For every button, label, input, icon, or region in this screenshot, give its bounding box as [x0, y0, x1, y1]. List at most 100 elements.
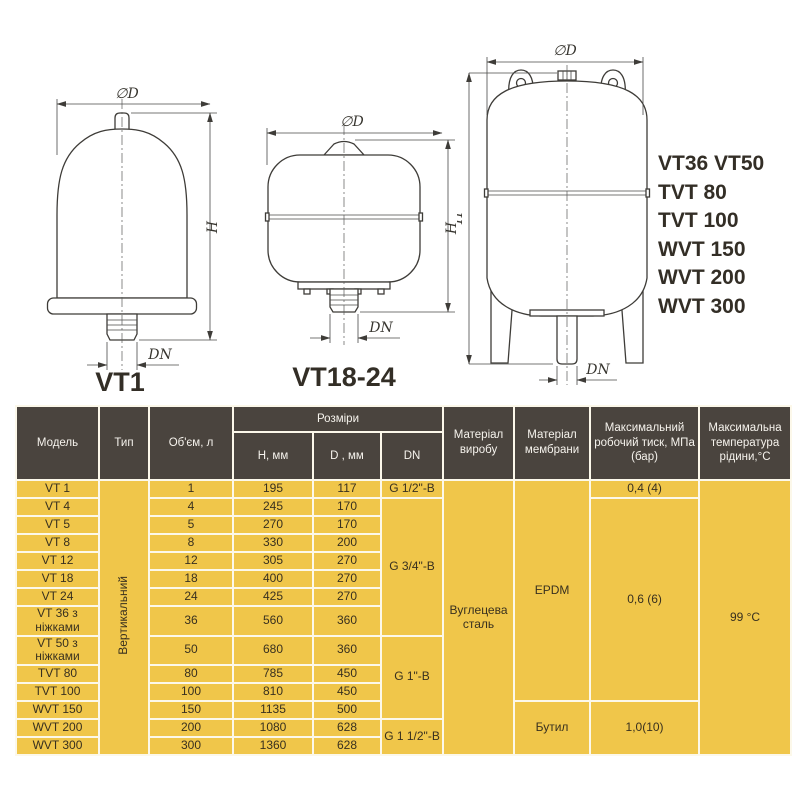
model-list-item: TVT 100: [658, 209, 739, 232]
cell-d: 500: [312, 700, 382, 721]
cell-volume: 150: [148, 700, 234, 721]
drawing-large-tank: ∅D H DN: [457, 43, 651, 385]
cell-h: 425: [232, 587, 314, 607]
cell-dn: G 3/4"-B: [379, 497, 445, 637]
cell-d: 450: [312, 682, 382, 703]
cell-model: VT 12: [15, 551, 100, 571]
cell-model: WVT 150: [15, 700, 100, 721]
vt18-dn-label: DN: [368, 320, 393, 336]
cell-volume: 18: [148, 569, 234, 589]
cell-volume: 36: [148, 605, 234, 637]
drawing-vt18-24: ∅D H DN VT18-24: [264, 114, 460, 392]
header-membrane: Матеріал мембрани: [513, 405, 592, 481]
cell-model: VT 50 з ніжками: [15, 634, 100, 667]
spec-table: Модель Тип Об'єм, л Розміри Матеріал вир…: [15, 405, 793, 757]
large-dimension-dn: DN: [539, 362, 617, 385]
cell-model: TVT 100: [15, 682, 100, 703]
table-row: VT 24 24 425 270: [15, 587, 791, 607]
cell-d: 450: [312, 664, 382, 685]
large-tank-model-list: VT36 VT50 TVT 80 TVT 100 WVT 150 WVT 200…: [658, 150, 798, 321]
cell-membrane-butyl: Бутил: [513, 700, 592, 757]
vt18-model-label: VT18-24: [292, 362, 396, 392]
cell-h: 270: [232, 515, 314, 535]
cell-volume: 100: [148, 682, 234, 703]
cell-volume: 50: [148, 634, 234, 667]
type-vertical-text: Вертикальний: [116, 576, 131, 656]
large-height-label: H: [457, 211, 466, 225]
cell-volume: 1: [148, 479, 234, 499]
header-pressure: Максимальний робочий тиск, МПа (бар): [589, 405, 701, 481]
vt1-height-label: H: [205, 220, 221, 234]
table-row: VT 8 8 330 200: [15, 533, 791, 553]
model-list-item: WVT 300: [658, 294, 746, 318]
header-model: Модель: [15, 405, 100, 481]
cell-volume: 300: [148, 736, 234, 757]
large-seam-left: [483, 188, 489, 198]
cell-pressure-low: 0,4 (4): [589, 479, 701, 499]
cell-volume: 200: [148, 718, 234, 739]
large-diameter-label: ∅D: [553, 43, 576, 59]
vt1-dn-label: DN: [147, 347, 172, 363]
drawing-vt1: ∅D H DN VT1: [46, 86, 221, 397]
cell-model: TVT 80: [15, 664, 100, 685]
cell-h: 330: [232, 533, 314, 553]
cell-model: VT 5: [15, 515, 100, 535]
cell-model: VT 18: [15, 569, 100, 589]
vt18-seam-right: [418, 212, 424, 222]
cell-d: 628: [312, 718, 382, 739]
cell-d: 360: [312, 605, 382, 637]
cell-model: WVT 200: [15, 718, 100, 739]
cell-volume: 80: [148, 664, 234, 685]
cell-pressure-high: 1,0(10): [589, 700, 701, 757]
cell-h: 305: [232, 551, 314, 571]
cell-h: 195: [232, 479, 314, 499]
header-d: D , мм: [312, 431, 382, 481]
vt18-bolt: [303, 288, 311, 295]
table-row: VT 4 4 245 170 G 3/4"-B 0,6 (6): [15, 496, 791, 703]
vt18-dimension-diameter: ∅D: [266, 114, 443, 165]
cell-volume: 4: [148, 497, 234, 517]
model-list-item: WVT 150: [658, 237, 746, 261]
cell-model: VT 24: [15, 587, 100, 607]
table-row: VT 50 з ніжками 50 680 360 G 1"-B: [15, 634, 791, 721]
header-body-material: Матеріал виробу: [442, 405, 516, 481]
cell-model: WVT 300: [15, 736, 100, 757]
model-list-item: TVT 80: [658, 180, 727, 204]
table-row: VT 18 18 400 270: [15, 569, 791, 589]
cell-h: 1360: [232, 736, 314, 757]
cell-volume: 24: [148, 587, 234, 607]
cell-d: 200: [312, 533, 382, 553]
cell-model: VT 8: [15, 533, 100, 553]
cell-d: 270: [312, 551, 382, 571]
vt18-dimension-height: H: [355, 139, 460, 313]
large-dimension-diameter: ∅D: [486, 43, 644, 115]
cell-d: 270: [312, 569, 382, 589]
vt18-diameter-label: ∅D: [340, 114, 363, 130]
cell-h: 1080: [232, 718, 314, 739]
table-row: VT 12 12 305 270: [15, 551, 791, 571]
cell-h: 560: [232, 605, 314, 637]
cell-volume: 8: [148, 533, 234, 553]
cell-h: 400: [232, 569, 314, 589]
cell-volume: 5: [148, 515, 234, 535]
model-list-item: WVT 200: [658, 266, 746, 289]
cell-d: 360: [312, 634, 382, 667]
vt18-bolt: [377, 288, 385, 295]
cell-d: 628: [312, 736, 382, 757]
header-volume: Об'єм, л: [148, 405, 234, 481]
cell-pressure-mid: 0,6 (6): [589, 496, 701, 703]
header-dimensions-group: Розміри: [231, 405, 445, 433]
cell-membrane-epdm: EPDM: [513, 478, 592, 703]
cell-temperature: 99 °С: [698, 478, 793, 757]
cell-dn: G 1 1/2"-B: [379, 718, 445, 757]
cell-d: 270: [312, 587, 382, 607]
vt1-model-label: VT1: [95, 367, 145, 397]
table-row: WVT 200 200 1080 628 G 1 1/2"-B: [15, 718, 791, 757]
table-row: VT 1 Вертикальний 1 195 117 G 1/2"-B Вуг…: [15, 478, 793, 757]
cell-model: VT 36 з ніжками: [15, 605, 100, 637]
cell-dn: G 1/2"-B: [379, 479, 445, 499]
vt18-dimension-dn: DN: [310, 314, 400, 343]
table-row: WVT 300 300 1360 628: [15, 736, 791, 757]
cell-h: 680: [232, 634, 314, 667]
cell-d: 117: [312, 479, 382, 499]
